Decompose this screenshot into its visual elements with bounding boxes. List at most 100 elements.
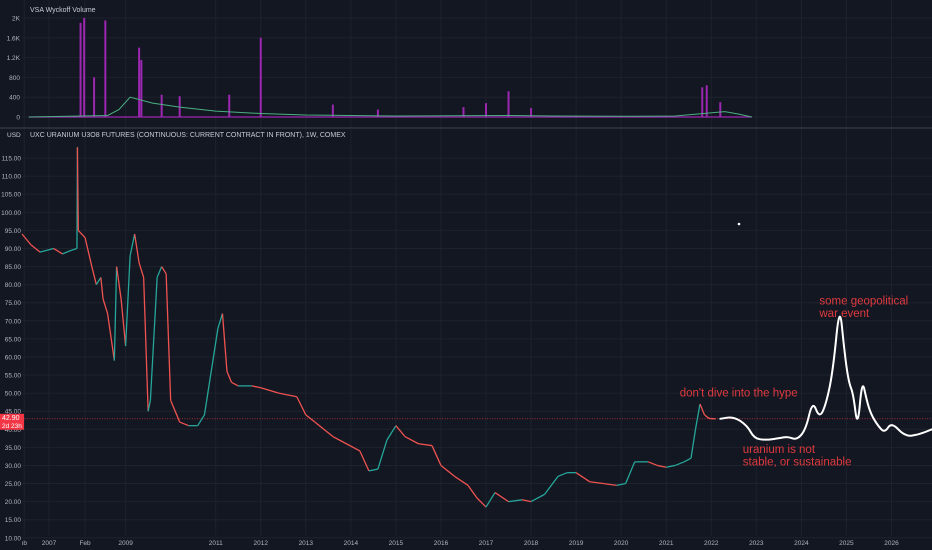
time-tick-label: ıb [22,540,28,547]
price-segment [296,396,307,416]
volume-bar [138,47,141,117]
price-segment [431,445,442,466]
annotation-text: war event [818,308,870,320]
price-tick-label: 85.00 [5,264,22,271]
volume-bar [331,104,334,117]
volume-pane[interactable]: VSA Wyckoff Volume 0 400 800 1.2K 1.6K 2K [7,7,752,122]
time-tick-label: 2024 [794,540,809,547]
price-segment [221,313,228,372]
time-axis[interactable]: ıb 2007 Feb 2009 2011 2012 2013 2014 2015 2016 201… [22,540,900,547]
price-segment [102,298,109,314]
volume-bar [160,94,163,117]
volume-y-axis: 0 400 800 1.2K 1.6K 2K [7,15,21,121]
price-segment [260,387,279,394]
annotation-text: some geopolitical [819,296,908,308]
price-segment [124,255,131,347]
price-tick-label: 65.00 [5,336,22,343]
price-segment [30,244,41,253]
price-tick-label: 70.00 [5,318,22,325]
price-segment [476,497,487,508]
price-segment [95,277,102,285]
volume-title: VSA Wyckoff Volume [30,7,96,14]
price-segment [231,381,239,387]
time-tick-label: 2012 [254,540,269,547]
marker-dot [737,222,741,226]
time-tick-label: 2020 [614,540,629,547]
price-tick-label: 25.00 [5,481,22,488]
annotations: don't dive into the hype some geopolitica… [680,296,909,469]
price-segment [133,233,140,264]
price-segment [84,237,93,267]
price-tick-label: 100.00 [1,210,21,217]
price-segment [212,327,219,358]
price-segment [179,421,189,427]
time-tick-label: 2026 [884,540,899,547]
volume-bar [104,20,107,117]
price-segment [557,472,568,477]
price-segment [149,277,158,401]
price-segment [120,299,127,347]
price-candles [21,147,716,508]
price-segment [39,247,54,253]
price-tick-label: 10.00 [5,535,22,542]
price-segment [386,425,397,441]
price-segment [508,499,523,503]
price-segment [418,443,433,447]
price-segment [530,493,545,503]
time-tick-label: 2014 [344,540,359,547]
price-segment [208,356,215,386]
price-segment [544,475,559,495]
price-tick-label: 80.00 [5,282,22,289]
price-segment [62,249,72,255]
price-segment [197,414,206,427]
price-segment [699,403,706,416]
time-tick-label: 2025 [839,540,854,547]
price-segment [494,492,509,503]
price-segment [625,461,636,484]
time-tick-label: 2021 [659,540,674,547]
volume-tick-label: 800 [9,75,20,82]
price-segment [278,392,297,398]
price-segment [203,385,210,415]
price-tick-label: 20.00 [5,499,22,506]
volume-bar [140,60,143,117]
time-tick-label: 2011 [209,540,223,547]
volume-bar [93,77,96,117]
price-tick-label: 115.00 [2,156,22,163]
price-tick-label: 95.00 [5,228,22,235]
price-segment [589,481,604,485]
price-segment [156,266,163,278]
price-segment [142,277,149,412]
price-segment [657,464,667,468]
price-segment [694,403,701,430]
price-tick-label: 90.00 [5,246,22,253]
last-price-countdown: 2d 23h [2,423,22,430]
last-price-badge: 42.90 2d 23h [0,413,24,430]
price-segment [359,450,370,472]
price-segment [346,443,361,452]
price-segment [161,266,167,275]
price-tick-label: 105.00 [1,192,21,199]
price-segment [100,277,104,300]
volume-bar [719,102,722,117]
price-segment [170,400,181,423]
price-segment [603,482,617,486]
price-segment [106,313,115,361]
time-tick-label: 2013 [299,540,314,547]
last-price-value: 42.90 [2,415,20,422]
price-segment [165,273,172,401]
price-segment [704,414,710,419]
projection-line [719,315,932,441]
price-tick-label: 110.00 [2,174,22,181]
time-tick-label: 2018 [524,540,539,547]
price-pane[interactable]: UXC URANIUM U3O8 FUTURES (CONTINUOUS: CU… [0,132,932,542]
volume-tick-label: 2K [12,15,21,22]
price-segment [683,457,692,463]
volume-bar [485,103,488,117]
price-segment [332,435,347,445]
volume-tick-label: 400 [9,95,20,102]
volume-bar [376,109,379,117]
volume-bars [28,17,752,118]
volume-bar [507,91,510,117]
